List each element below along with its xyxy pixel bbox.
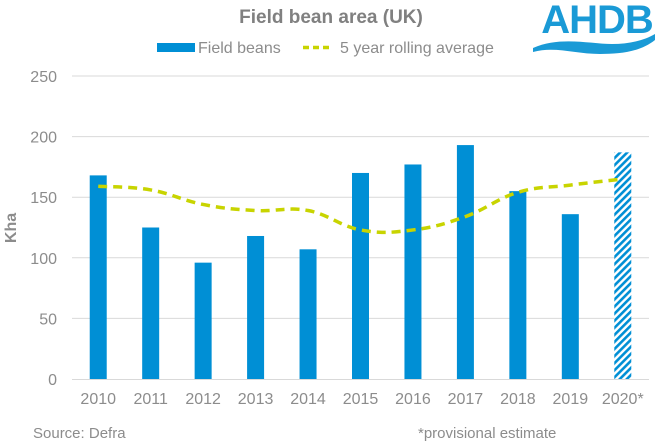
bar-2019 [561,214,579,379]
x-tick-label: 2018 [500,391,536,408]
logo-wave-icon [533,34,655,54]
y-tick-label: 100 [30,251,57,268]
x-tick-label: 2019 [553,391,589,408]
bar-2010 [89,175,107,379]
provisional-note: *provisional estimate [418,425,556,442]
rolling-average-line [98,177,623,235]
legend-label-field-beans: Field beans [198,40,281,57]
x-tick-label: 2011 [133,391,168,408]
x-tick-label: 2020* [602,391,644,408]
bar-2018 [509,191,527,379]
x-tick-label: 2012 [185,391,221,408]
bar-2013 [247,235,265,379]
x-tick-label: 2013 [238,391,274,408]
legend-swatch-field-beans [157,43,195,52]
legend-label-rolling-average: 5 year rolling average [340,40,494,57]
x-tick-label: 2016 [395,391,431,408]
y-tick-label: 150 [30,190,57,207]
bar-2015 [352,172,369,379]
bar-2017 [456,145,474,379]
x-tick-label: 2015 [343,391,379,408]
x-axis-ticks: 2010 2011 2012 2013 2014 2015 2016 2017 2018 2019… [80,391,643,408]
bar-2020 [614,152,632,379]
bar-2012 [194,262,212,379]
bar-2014 [299,249,317,379]
y-axis-ticks: 0 50 100 150 200 250 [30,69,57,389]
x-tick-label: 2017 [448,391,484,408]
x-tick-label: 2010 [80,391,116,408]
bars [89,145,632,379]
bar-2011 [142,227,160,379]
source-note: Source: Defra [33,425,126,442]
legend: Field beans 5 year rolling average [157,40,494,57]
y-tick-label: 0 [48,372,57,389]
bar-2016 [404,164,422,379]
logo-text: AHDB [541,0,653,42]
ahdb-logo: AHDB [533,0,655,54]
y-tick-label: 50 [39,311,57,328]
y-tick-label: 250 [30,69,57,86]
y-axis-label: Kha [3,213,20,243]
rolling-average-path [98,177,623,235]
x-tick-label: 2014 [290,391,326,408]
y-tick-label: 200 [30,130,57,147]
chart-title: Field bean area (UK) [239,7,423,28]
